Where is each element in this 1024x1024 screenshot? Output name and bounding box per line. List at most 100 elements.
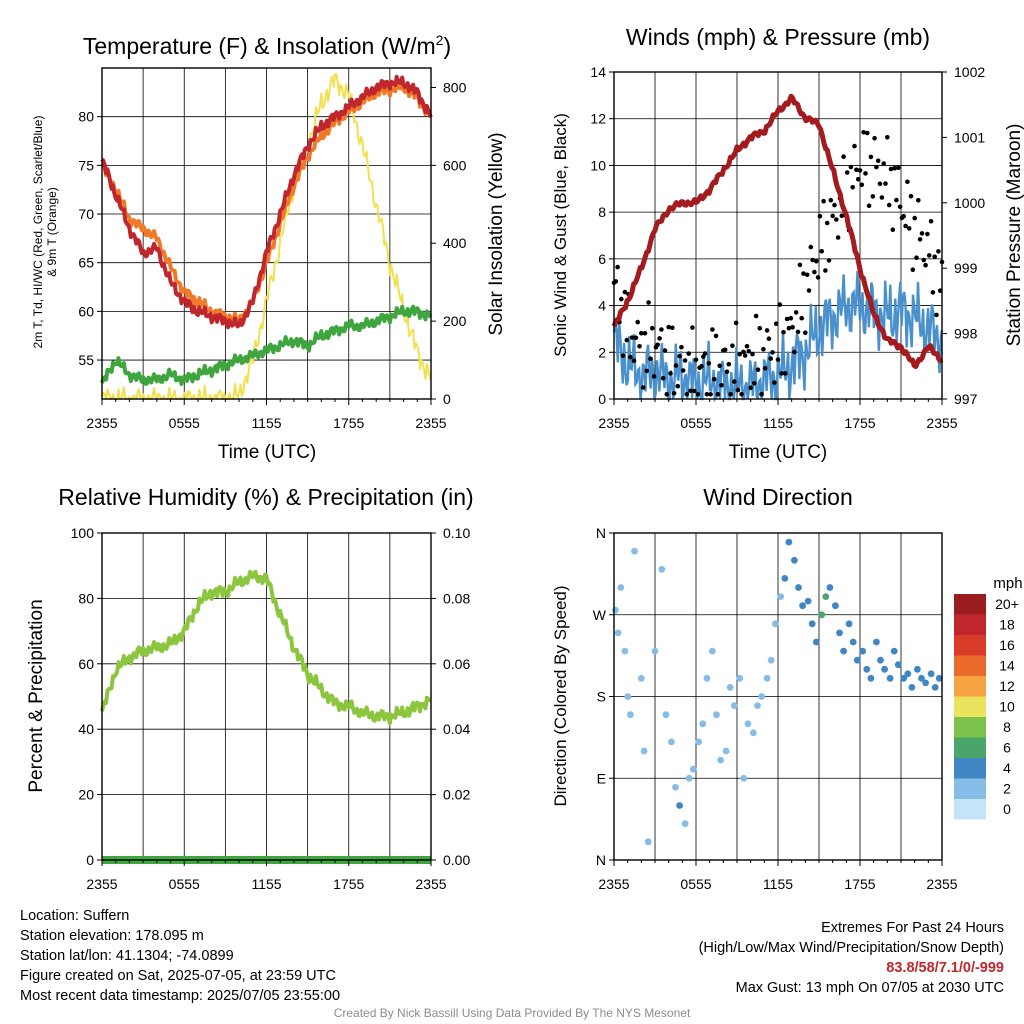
left-tick-label: 60 bbox=[78, 656, 94, 672]
direction-series bbox=[612, 538, 943, 846]
gust-point bbox=[702, 351, 708, 356]
gust-point bbox=[688, 388, 693, 394]
gust-point bbox=[668, 371, 673, 376]
gust-point bbox=[679, 344, 684, 350]
gust-point bbox=[664, 392, 670, 397]
direction-point bbox=[777, 593, 785, 600]
right-tick-label: 998 bbox=[954, 326, 978, 342]
gust-point bbox=[620, 353, 626, 359]
gust-point bbox=[866, 203, 872, 209]
gust-point bbox=[834, 217, 839, 222]
humidity-grid bbox=[102, 533, 431, 860]
gust-point bbox=[677, 353, 682, 359]
gust-point bbox=[710, 327, 715, 332]
direction-point bbox=[726, 684, 734, 691]
direction-point bbox=[849, 638, 857, 646]
gust-point bbox=[773, 321, 779, 327]
gust-point bbox=[699, 363, 704, 369]
gust-point bbox=[885, 135, 890, 140]
gust-point bbox=[690, 325, 695, 330]
direction-point bbox=[703, 674, 711, 682]
direction-point bbox=[832, 602, 839, 610]
right-tick-label: 0 bbox=[443, 391, 451, 407]
x-tick-label: 2355 bbox=[598, 876, 629, 892]
gust-point bbox=[894, 197, 899, 203]
plot-frame bbox=[101, 532, 432, 861]
gust-point bbox=[640, 385, 646, 390]
gust-point bbox=[733, 320, 739, 326]
left-tick-label: 55 bbox=[78, 352, 94, 368]
direction-point bbox=[890, 647, 898, 655]
gust-point bbox=[757, 326, 763, 331]
humidity-panel: Relative Humidity (%) & Precipitation (i… bbox=[26, 484, 474, 892]
gust-point bbox=[646, 300, 651, 305]
gust-point bbox=[826, 258, 832, 263]
winds-ylabel: Sonic Wind & Gust (Blue, Black) bbox=[551, 113, 570, 357]
gust-point bbox=[629, 335, 635, 340]
direction-point bbox=[853, 656, 861, 664]
right-tick-label: 0.08 bbox=[443, 590, 470, 606]
gust-point bbox=[886, 202, 892, 208]
right-tick-label: 200 bbox=[443, 313, 467, 329]
right-tick-label: 800 bbox=[443, 79, 467, 95]
relative-humidity-line bbox=[100, 569, 432, 726]
colorbar-label: 10 bbox=[999, 699, 1015, 715]
direction-point bbox=[873, 638, 880, 646]
direction-point bbox=[791, 556, 798, 564]
gust-point bbox=[724, 369, 730, 375]
direction-point bbox=[662, 711, 670, 719]
gust-point bbox=[839, 213, 845, 218]
gust-point bbox=[881, 161, 886, 166]
gust-point bbox=[615, 264, 620, 270]
direction-point bbox=[867, 674, 875, 682]
x-tick-label: 1755 bbox=[844, 876, 875, 892]
gust-point bbox=[722, 347, 728, 353]
extremes-title: Extremes For Past 24 Hours bbox=[821, 920, 1004, 936]
gust-point bbox=[715, 392, 721, 397]
gust-point bbox=[628, 354, 633, 360]
direction-point bbox=[781, 575, 789, 582]
extremes-subtitle: (High/Low/Max Wind/Precipitation/Snow De… bbox=[698, 940, 1004, 956]
direction-point bbox=[812, 638, 820, 646]
left-tick-label: 80 bbox=[78, 590, 94, 606]
left-tick-label: N bbox=[596, 852, 606, 868]
direction-point bbox=[927, 670, 935, 678]
gust-point bbox=[892, 165, 897, 171]
direction-point bbox=[804, 597, 812, 605]
gust-point bbox=[713, 333, 719, 339]
gust-point bbox=[783, 371, 788, 376]
direction-point bbox=[744, 720, 752, 728]
gust-point bbox=[934, 312, 939, 318]
gust-point bbox=[883, 181, 888, 186]
gust-point bbox=[910, 267, 916, 273]
gust-point bbox=[762, 366, 768, 371]
direction-point bbox=[627, 711, 634, 719]
left-tick-label: W bbox=[593, 607, 607, 623]
gust-point bbox=[770, 350, 775, 355]
gust-point bbox=[823, 268, 828, 273]
gust-point bbox=[639, 330, 644, 336]
right-tick-label: 0.10 bbox=[443, 525, 470, 541]
gust-point bbox=[619, 296, 624, 302]
direction-title: Wind Direction bbox=[703, 484, 853, 510]
temperature-xlabel: Time (UTC) bbox=[218, 442, 317, 463]
right-tick-label: 0.02 bbox=[443, 787, 470, 803]
gust-point bbox=[817, 213, 823, 219]
gust-point bbox=[624, 337, 630, 343]
direction-point bbox=[863, 665, 871, 673]
gust-point bbox=[737, 351, 742, 357]
gust-point bbox=[708, 392, 713, 397]
direction-point bbox=[621, 647, 629, 655]
left-tick-label: S bbox=[597, 689, 606, 705]
gust-point bbox=[917, 237, 923, 242]
direction-point bbox=[908, 684, 916, 691]
colorbar-swatch bbox=[954, 594, 986, 615]
gust-point bbox=[691, 388, 697, 394]
winds-axes: 0 2 4 6 8 10 12 14 997 998 999 1000 1001 1002 2355 0555… bbox=[590, 64, 985, 431]
gust-point bbox=[806, 288, 812, 293]
gust-point bbox=[850, 185, 855, 190]
x-tick-label: 2355 bbox=[86, 876, 117, 892]
colorbar-label: 6 bbox=[1003, 740, 1011, 756]
right-tick-label: 0.04 bbox=[443, 721, 470, 737]
